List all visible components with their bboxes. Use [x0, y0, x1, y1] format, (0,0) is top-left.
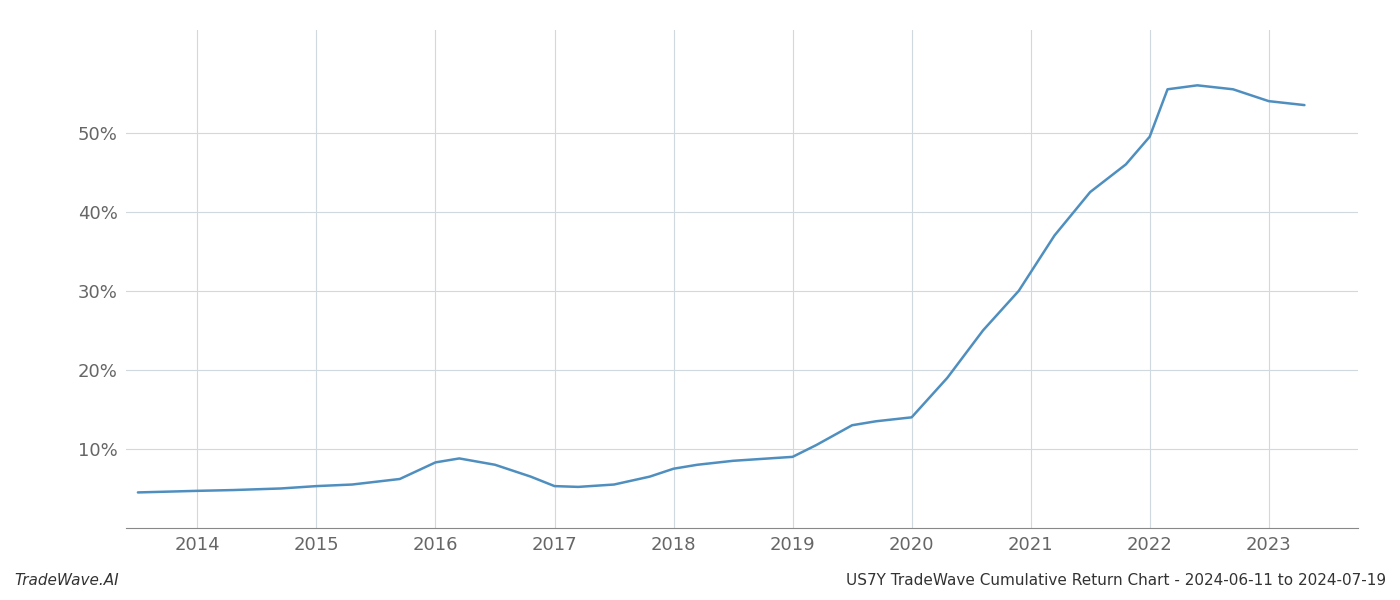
Text: US7Y TradeWave Cumulative Return Chart - 2024-06-11 to 2024-07-19: US7Y TradeWave Cumulative Return Chart -…	[846, 573, 1386, 588]
Text: TradeWave.AI: TradeWave.AI	[14, 573, 119, 588]
